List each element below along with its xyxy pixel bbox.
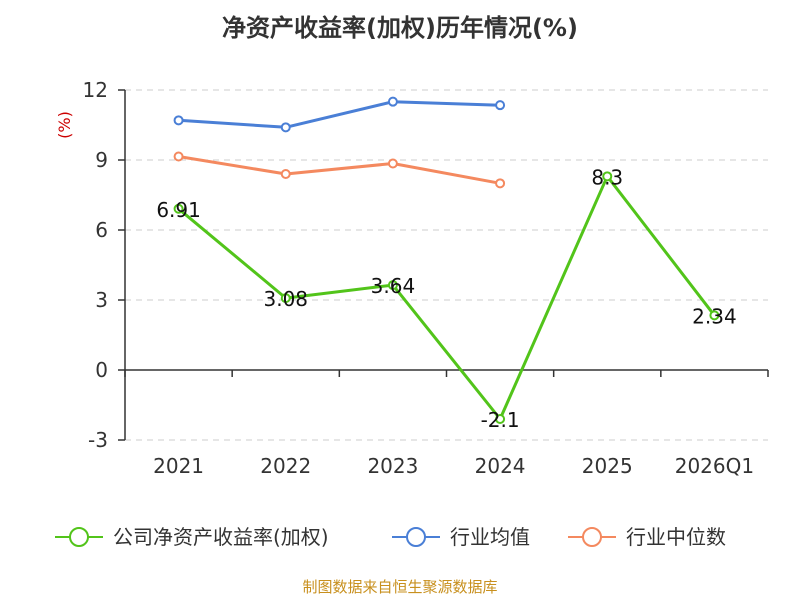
tick-labels: 12 9 6 3 0 -3 2021 2022 2023 2024 2025 2026Q1 <box>83 78 755 478</box>
data-point <box>280 122 291 133</box>
x-tick-label: 2025 <box>582 454 633 478</box>
data-label: 3.08 <box>263 287 308 311</box>
legend-marker <box>406 527 426 547</box>
grid-lines <box>125 89 768 441</box>
data-point <box>280 293 291 304</box>
y-tick-label: 6 <box>95 218 108 242</box>
y-axis-unit: (%) <box>55 111 74 139</box>
data-point <box>173 151 184 162</box>
x-tick-label: 2021 <box>153 454 204 478</box>
data-label: 8.3 <box>591 165 623 189</box>
axes <box>118 89 769 441</box>
y-tick-label: 3 <box>95 288 108 312</box>
data-labels: 6.91 3.08 3.64 -2.1 8.3 2.34 <box>156 165 736 432</box>
legend-label: 行业均值 <box>450 525 530 549</box>
y-tick-label: 0 <box>95 358 108 382</box>
data-point <box>495 100 506 111</box>
data-label: -2.1 <box>481 408 520 432</box>
data-point <box>387 158 398 169</box>
x-tick-label: 2023 <box>367 454 418 478</box>
legend-item: 行业中位数 <box>568 525 726 549</box>
data-point <box>387 280 398 291</box>
y-tick-label: 12 <box>83 78 108 102</box>
x-tick-label: 2026Q1 <box>675 454 754 478</box>
data-point <box>495 414 506 424</box>
series-line <box>178 155 501 185</box>
legend-marker <box>582 527 602 547</box>
legend-marker <box>69 527 89 547</box>
data-point <box>173 203 184 214</box>
legend-item: 行业均值 <box>392 525 530 549</box>
legend-label: 公司净资产收益率(加权) <box>113 525 329 549</box>
legend-item: 公司净资产收益率(加权) <box>55 525 329 549</box>
chart-title: 净资产收益率(加权)历年情况(%) <box>222 14 578 42</box>
data-label: 2.34 <box>692 304 737 328</box>
data-label: 6.91 <box>156 198 201 222</box>
data-point <box>173 115 184 126</box>
series-group <box>173 96 720 424</box>
data-point <box>709 310 720 321</box>
source-note: 制图数据来自恒生聚源数据库 <box>302 578 497 596</box>
y-tick-label: 9 <box>95 148 108 172</box>
legend: 公司净资产收益率(加权) 行业均值 行业中位数 <box>55 525 726 549</box>
series-line <box>178 100 501 129</box>
y-tick-label: -3 <box>88 428 108 452</box>
legend-label: 行业中位数 <box>626 525 726 549</box>
data-point <box>495 178 506 189</box>
data-point <box>602 171 613 182</box>
x-tick-label: 2024 <box>475 454 526 478</box>
data-point <box>280 169 291 179</box>
data-point <box>387 96 398 107</box>
x-tick-label: 2022 <box>260 454 311 478</box>
data-label: 3.64 <box>371 274 416 298</box>
series-line <box>177 174 716 421</box>
